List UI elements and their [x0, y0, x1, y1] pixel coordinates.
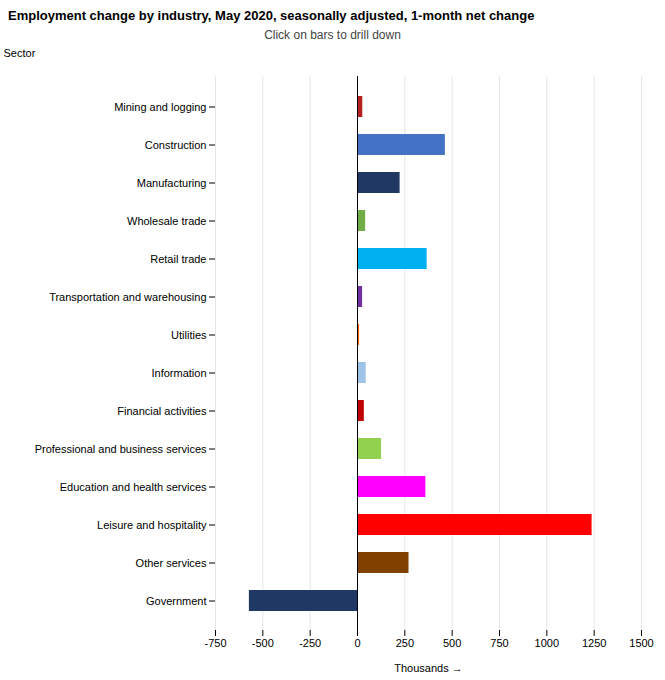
svg-text:Retail trade: Retail trade	[150, 253, 206, 265]
svg-text:-250: -250	[299, 638, 321, 650]
svg-text:-500: -500	[252, 638, 274, 650]
svg-text:750: 750	[490, 638, 508, 650]
svg-text:Construction: Construction	[145, 139, 207, 151]
html-text:Employment change by industry,: Employment change by industry, May 2020,…	[8, 8, 535, 23]
svg-text:Government: Government	[146, 595, 207, 607]
svg-text:1250: 1250	[582, 638, 606, 650]
svg-text:Sector: Sector	[4, 48, 36, 60]
svg-text:Financial activities: Financial activities	[117, 405, 207, 417]
svg-text:Other services: Other services	[136, 557, 207, 569]
svg-text:Thousands →: Thousands →	[394, 662, 462, 674]
svg-text:Leisure and hospitality: Leisure and hospitality	[97, 519, 207, 531]
svg-text:500: 500	[443, 638, 461, 650]
svg-text:Education and health services: Education and health services	[60, 481, 207, 493]
svg-text:Mining and logging: Mining and logging	[114, 101, 206, 113]
svg-text:250: 250	[396, 638, 414, 650]
svg-text:-750: -750	[204, 638, 226, 650]
svg-text:0: 0	[354, 638, 360, 650]
svg-text:1000: 1000	[535, 638, 559, 650]
svg-text:Wholesale trade: Wholesale trade	[127, 215, 207, 227]
svg-text:1500: 1500	[629, 638, 653, 650]
svg-text:Transportation and warehousing: Transportation and warehousing	[49, 291, 206, 303]
html-text:Click on bars to drill down: Click on bars to drill down	[264, 28, 401, 43]
svg-text:Professional and business serv: Professional and business services	[35, 443, 207, 455]
svg-text:Manufacturing: Manufacturing	[137, 177, 207, 189]
svg-text:Information: Information	[151, 367, 206, 379]
svg-text:Utilities: Utilities	[171, 329, 207, 341]
